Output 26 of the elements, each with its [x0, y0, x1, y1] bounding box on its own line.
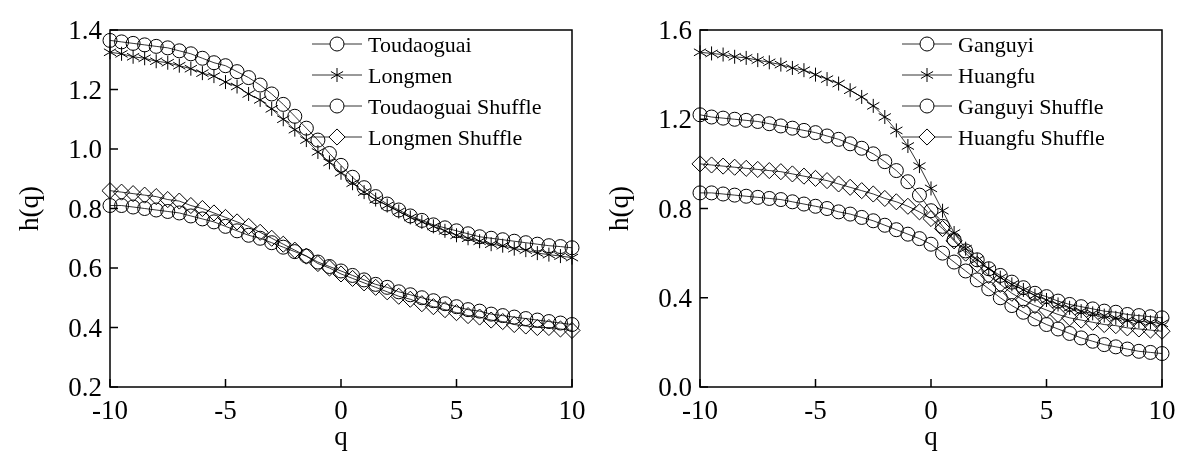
- y-tick-label: 0.4: [68, 312, 103, 343]
- x-tick-label: 5: [449, 395, 464, 425]
- y-tick-label: 0.6: [68, 253, 102, 283]
- legend-label: Longmen: [368, 63, 453, 88]
- y-tick-label: 0.4: [658, 282, 693, 313]
- x-tick-label: 5: [1039, 395, 1054, 425]
- y-tick-label: 0.8: [658, 193, 692, 224]
- y-axis-title: h(q): [14, 186, 44, 231]
- legend-label: Toudaoguai: [368, 32, 472, 57]
- y-tick-label: 1.0: [68, 134, 102, 164]
- y-tick-label: 1.2: [68, 74, 102, 105]
- y-tick-label: 0.8: [68, 193, 102, 224]
- y-axis-title: h(q): [604, 186, 634, 231]
- legend-label: Ganguyi Shuffle: [958, 94, 1104, 119]
- legend-label: Huangfu: [958, 63, 1035, 88]
- legend-label: Huangfu Shuffle: [958, 125, 1105, 150]
- legend-label: Toudaoguai Shuffle: [368, 94, 542, 119]
- x-tick-label: 10: [1148, 395, 1176, 425]
- x-tick-label: -5: [214, 395, 237, 425]
- y-tick-label: 1.6: [658, 15, 692, 45]
- legend-label: Ganguyi: [958, 32, 1034, 57]
- x-tick-label: 10: [558, 395, 586, 425]
- legend-label: Longmen Shuffle: [368, 125, 523, 150]
- x-tick-label: -5: [804, 395, 827, 425]
- y-tick-label: 1.2: [658, 104, 692, 135]
- y-tick-label: 1.4: [68, 15, 103, 45]
